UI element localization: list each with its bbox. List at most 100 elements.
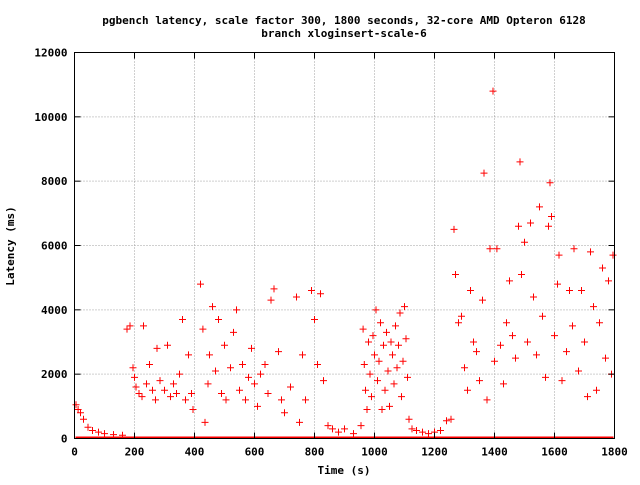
data-point <box>569 322 576 330</box>
data-point <box>324 422 332 430</box>
data-point <box>609 251 617 259</box>
x-tick-label: 1000 <box>361 446 388 459</box>
data-point <box>581 338 588 346</box>
data-point <box>360 361 368 369</box>
data-point <box>77 409 84 417</box>
data-point <box>480 169 488 177</box>
scatter-points <box>72 87 617 439</box>
data-point <box>140 322 147 330</box>
data-point <box>524 338 531 346</box>
data-point <box>408 425 416 433</box>
x-tick-label: 0 <box>71 446 78 459</box>
data-point <box>264 389 272 397</box>
data-point <box>161 386 168 394</box>
data-point <box>302 396 309 404</box>
data-point <box>605 277 612 285</box>
data-point <box>509 332 516 340</box>
x-axis-label: Time (s) <box>318 464 371 477</box>
data-point <box>341 425 348 433</box>
data-point <box>254 402 261 410</box>
data-point <box>506 277 513 285</box>
data-point <box>311 315 318 323</box>
data-point <box>149 386 156 394</box>
data-point <box>143 380 150 388</box>
y-tick-label: 6000 <box>41 240 68 253</box>
data-point <box>527 219 534 227</box>
data-point <box>558 377 566 385</box>
data-point <box>399 357 407 365</box>
data-point <box>138 393 146 401</box>
data-point <box>521 238 528 246</box>
data-point <box>362 386 369 394</box>
data-point <box>371 351 378 359</box>
data-point <box>173 389 180 397</box>
data-point <box>599 264 606 272</box>
data-point <box>363 406 371 414</box>
data-point <box>275 348 282 356</box>
data-point <box>563 348 570 356</box>
grid <box>74 52 615 439</box>
data-point <box>359 325 367 333</box>
data-point <box>204 380 212 388</box>
data-point <box>368 393 375 401</box>
data-point <box>413 426 420 434</box>
data-point <box>287 383 294 391</box>
x-tick-label: 400 <box>185 446 205 459</box>
data-point <box>320 377 327 385</box>
data-point <box>227 364 234 372</box>
data-point <box>179 315 186 323</box>
data-point <box>596 319 603 327</box>
data-point <box>267 296 275 304</box>
data-point <box>518 270 525 278</box>
data-point <box>542 373 549 381</box>
data-point <box>383 328 390 336</box>
data-point <box>188 389 195 397</box>
data-point <box>182 396 189 404</box>
data-point <box>584 393 591 401</box>
data-point <box>335 428 342 436</box>
data-point <box>215 315 222 323</box>
data-point <box>242 396 249 404</box>
data-point <box>437 426 444 434</box>
y-tick-label: 0 <box>61 433 68 446</box>
data-point <box>461 364 468 372</box>
y-tick-label: 8000 <box>41 175 68 188</box>
data-point <box>396 309 404 317</box>
data-point <box>393 364 401 372</box>
data-point <box>530 293 537 301</box>
data-point <box>329 425 336 433</box>
data-point <box>372 306 380 314</box>
data-point <box>377 319 384 327</box>
data-point <box>212 367 219 375</box>
data-point <box>546 179 554 187</box>
data-point <box>167 393 174 401</box>
data-point <box>497 341 504 349</box>
data-point <box>365 338 372 346</box>
data-point <box>404 373 411 381</box>
data-point <box>590 303 597 311</box>
data-point <box>392 322 399 330</box>
data-point <box>443 417 450 425</box>
data-point <box>402 335 410 343</box>
data-point <box>164 341 171 349</box>
data-point <box>405 415 413 423</box>
data-point <box>447 415 455 423</box>
data-point <box>170 380 177 388</box>
y-tick-label: 2000 <box>41 368 68 381</box>
data-point <box>491 357 498 365</box>
y-tick-label: 10000 <box>34 111 67 124</box>
data-point <box>236 386 243 394</box>
axis-ticks: 0 200 400 600 800 1000 1200 1400 1600 1800 0 2000 40… <box>34 47 627 459</box>
x-tick-label: 1400 <box>481 446 508 459</box>
data-point <box>578 287 585 295</box>
data-point <box>386 402 393 410</box>
data-point <box>566 287 573 295</box>
data-point <box>251 380 258 388</box>
data-point <box>401 303 408 311</box>
data-point <box>239 361 246 369</box>
data-point <box>281 409 288 417</box>
data-point <box>308 287 315 295</box>
chart-subtitle: branch xloginsert-scale-6 <box>261 27 427 40</box>
x-tick-label: 1200 <box>421 446 448 459</box>
